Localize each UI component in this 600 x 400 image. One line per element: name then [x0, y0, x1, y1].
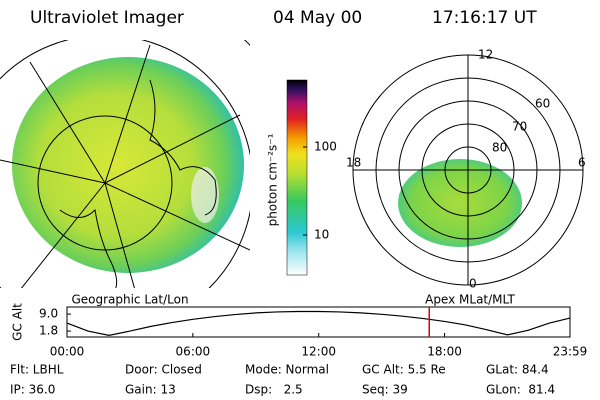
mlt-label: 12: [478, 48, 493, 62]
right-caption: Apex MLat/MLT: [425, 293, 515, 307]
timeline-y-label: GC Alt: [11, 303, 25, 341]
lat-label: 70: [512, 120, 527, 134]
polar-plot: [352, 54, 584, 286]
status-field: Dsp: 2.5: [245, 383, 303, 397]
lat-label: 60: [535, 97, 550, 111]
status-field: Flt: LBHL: [10, 363, 64, 377]
status-field: IP: 36.0: [10, 383, 55, 397]
status-field: GC Alt: 5.5 Re: [362, 363, 446, 377]
colorbar-label: photon cm⁻²s⁻¹: [266, 133, 280, 226]
y-tick-label: 1.8: [39, 324, 58, 338]
x-tick-label: 00:00: [50, 345, 85, 359]
lat-label: 80: [492, 141, 507, 155]
status-field: GLat: 84.4: [486, 363, 549, 377]
colorbar-tick-label: 100: [314, 140, 337, 154]
status-field: Mode: Normal: [245, 363, 329, 377]
colorbar-tick-label: 10: [314, 228, 329, 242]
status-field: Gain: 13: [125, 383, 176, 397]
x-tick-label: 23:59: [553, 345, 588, 359]
x-tick-label: 06:00: [176, 345, 211, 359]
time: 17:16:17 UT: [432, 8, 537, 28]
geographic-image: [0, 40, 250, 288]
gc-alt-line: [66, 310, 571, 336]
status-field: Seq: 39: [362, 383, 408, 397]
status-field: GLon: 81.4: [486, 383, 555, 397]
mlt-label: 6: [578, 156, 586, 170]
x-tick-label: 12:00: [301, 345, 336, 359]
status-field: Door: Closed: [125, 363, 202, 377]
date: 04 May 00: [273, 8, 362, 28]
title: Ultraviolet Imager: [30, 8, 184, 28]
x-tick-label: 18:00: [427, 345, 462, 359]
left-caption: Geographic Lat/Lon: [71, 293, 188, 307]
mlt-label: 0: [469, 277, 477, 291]
y-tick-label: 9.0: [39, 307, 58, 321]
mlt-label: 18: [346, 156, 361, 170]
colorbar: [286, 79, 308, 276]
